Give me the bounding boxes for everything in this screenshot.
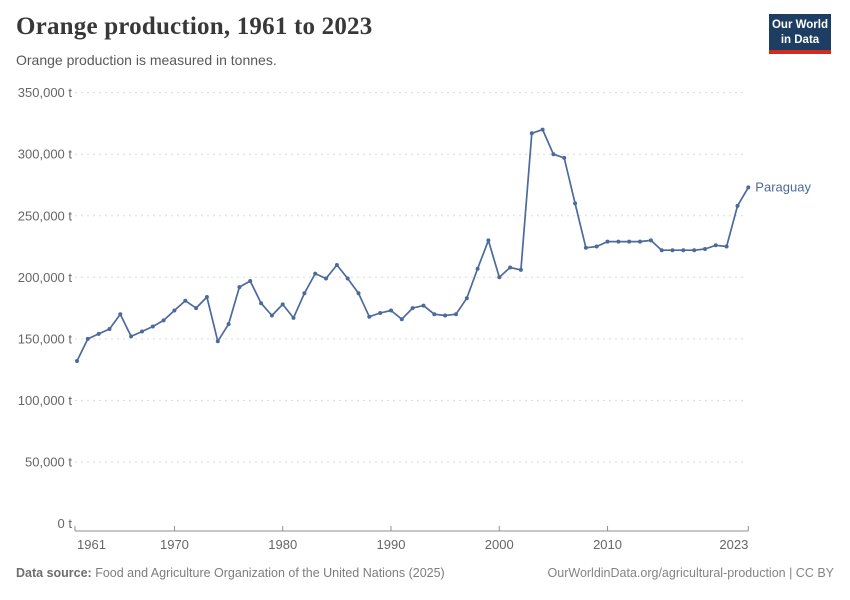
data-point <box>475 266 480 271</box>
data-point <box>107 327 112 331</box>
data-point <box>724 244 729 249</box>
x-tick-label: 1990 <box>377 537 406 552</box>
data-point <box>259 301 264 306</box>
page-title: Orange production, 1961 to 2023 <box>16 13 373 40</box>
owid-logo: Our World in Data <box>769 14 831 55</box>
y-tick-label: 100,000 t <box>18 393 73 408</box>
logo-line-2: in Data <box>780 33 820 46</box>
data-point <box>129 334 134 339</box>
data-source-label: Data source: <box>16 566 92 580</box>
data-point <box>118 312 123 317</box>
data-point <box>692 248 697 253</box>
line-chart: 0 t 50,000 t 100,000 t 150,000 t 200,000 t 25… <box>18 85 812 552</box>
data-point <box>356 291 361 296</box>
data-point <box>583 245 588 250</box>
data-point <box>594 244 599 249</box>
series-end-label[interactable]: Paraguay <box>755 179 811 194</box>
data-point <box>735 203 740 208</box>
x-tick-label: 2023 <box>719 537 748 552</box>
data-line-paraguay <box>76 128 750 362</box>
data-point <box>248 279 253 283</box>
data-point <box>302 291 307 296</box>
data-point <box>85 336 90 341</box>
data-point <box>627 239 632 244</box>
data-point <box>486 238 491 243</box>
data-source-text: Food and Agriculture Organization of the… <box>91 566 445 580</box>
data-point <box>605 239 610 244</box>
data-point <box>432 312 437 317</box>
y-tick-label: 300,000 t <box>18 147 73 162</box>
data-point <box>269 313 274 318</box>
y-tick-label: 0 t <box>58 516 73 531</box>
y-tick-label: 250,000 t <box>18 208 73 223</box>
data-point <box>659 248 664 253</box>
data-point <box>345 276 350 281</box>
data-point <box>367 314 372 319</box>
footer-credit: OurWorldinData.org/agricultural-producti… <box>547 566 834 580</box>
data-point <box>313 271 318 276</box>
data-point <box>237 285 242 290</box>
data-point <box>140 329 144 334</box>
data-source: Data source: Food and Agriculture Organi… <box>16 566 445 580</box>
data-point <box>529 131 534 136</box>
data-point <box>562 155 567 160</box>
y-tick-label: 50,000 t <box>25 454 72 469</box>
data-point <box>573 201 578 206</box>
data-point <box>638 239 642 244</box>
data-point <box>215 339 220 344</box>
data-point <box>497 275 502 280</box>
data-point <box>508 265 513 270</box>
data-point <box>161 318 166 323</box>
data-point <box>183 298 188 303</box>
data-point <box>443 313 448 318</box>
y-tick-label: 350,000 t <box>18 85 73 100</box>
x-tick-label: 2000 <box>485 537 514 552</box>
data-point <box>291 315 296 320</box>
data-point <box>172 308 177 313</box>
data-point <box>551 152 556 157</box>
data-point <box>421 303 426 308</box>
data-point <box>324 276 328 281</box>
logo-line-1: Our World <box>771 19 828 31</box>
data-point <box>648 238 653 243</box>
y-tick-label: 200,000 t <box>18 270 73 285</box>
x-tick-label: 1961 <box>77 537 106 552</box>
data-point <box>518 267 523 272</box>
data-point <box>454 312 458 317</box>
data-point <box>703 247 707 251</box>
data-point <box>389 308 393 313</box>
data-point <box>150 324 155 329</box>
data-point <box>226 322 231 327</box>
data-point <box>681 248 686 253</box>
chart-subtitle: Orange production is measured in tonnes. <box>16 52 277 68</box>
x-tick-label: 1970 <box>160 537 189 552</box>
data-point <box>194 306 199 311</box>
data-point <box>410 306 415 311</box>
data-point <box>713 243 718 248</box>
data-point <box>378 311 383 315</box>
data-point <box>540 127 545 132</box>
data-point <box>399 317 404 322</box>
y-tick-label: 150,000 t <box>18 331 73 346</box>
data-point <box>334 263 339 267</box>
data-point <box>96 331 101 336</box>
data-point <box>204 295 209 299</box>
x-tick-label: 1980 <box>268 537 297 552</box>
data-point <box>280 302 285 307</box>
data-point <box>616 239 621 244</box>
x-tick-label: 2010 <box>593 537 622 552</box>
chart-footer: Data source: Food and Agriculture Organi… <box>0 560 850 586</box>
data-point <box>75 359 79 363</box>
data-point <box>464 296 469 301</box>
data-point <box>670 248 675 253</box>
data-point <box>746 185 751 190</box>
